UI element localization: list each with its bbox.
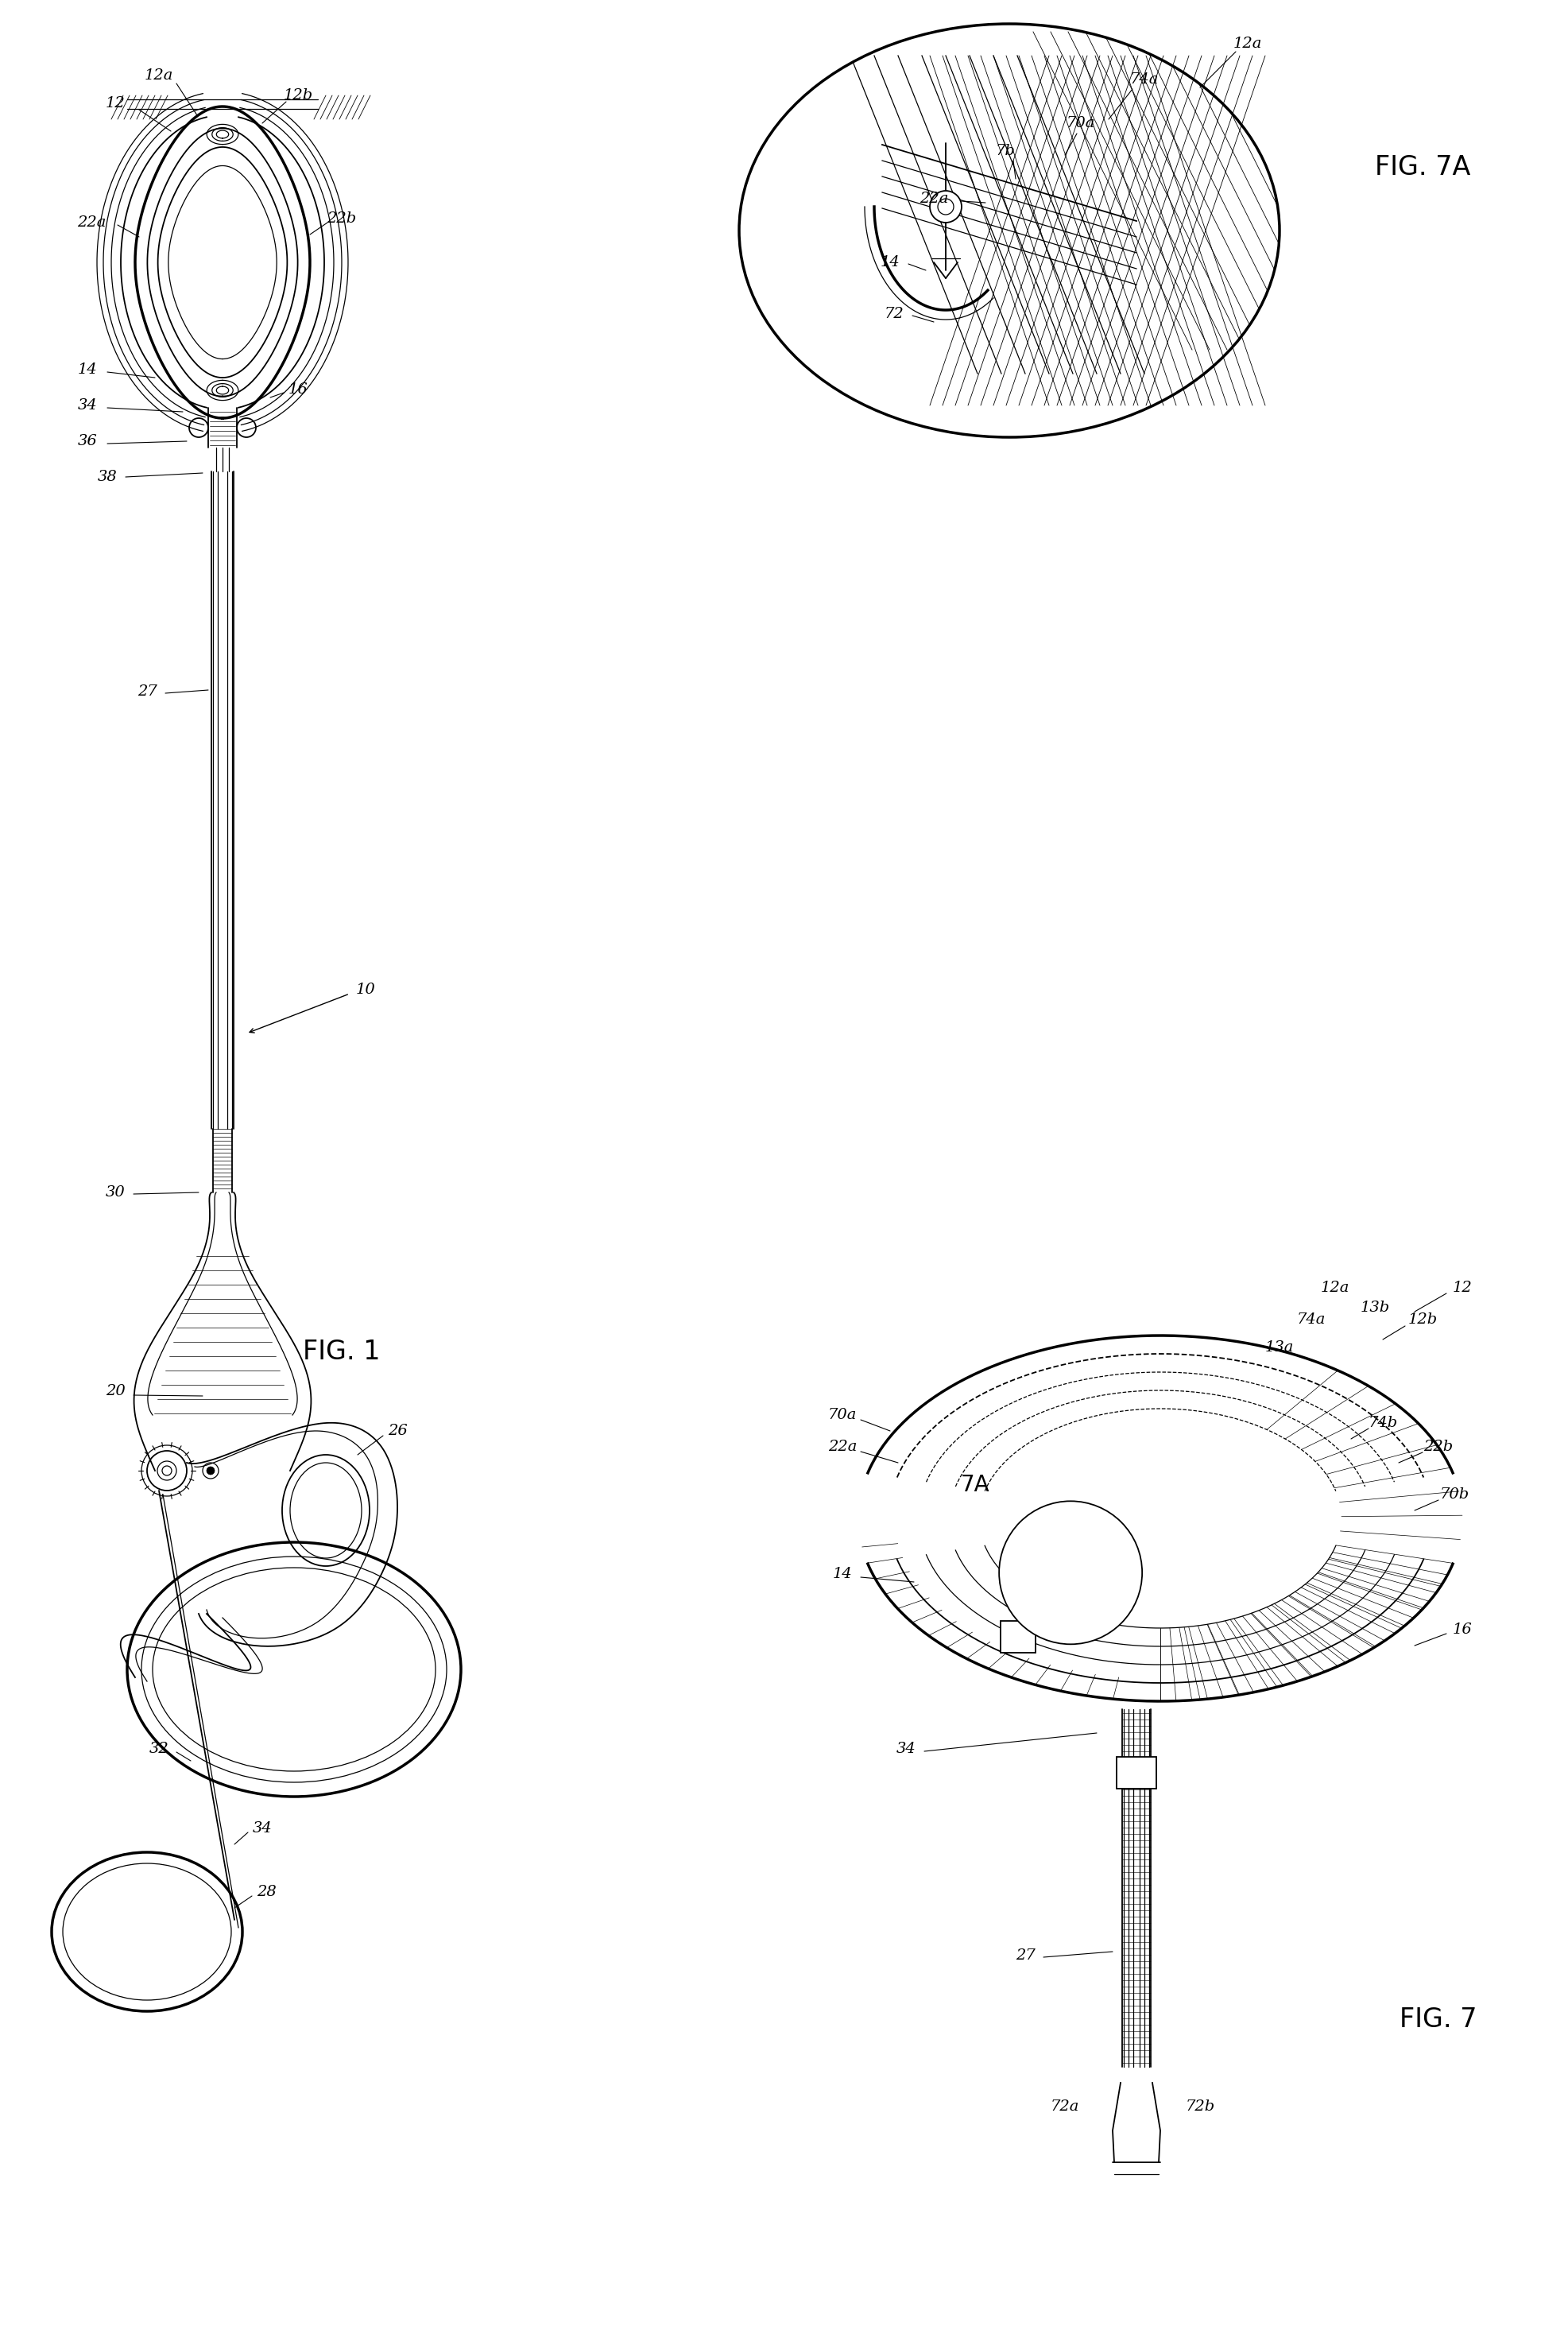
Bar [1000,1620,1036,1652]
Text: 12: 12 [105,96,125,110]
Text: 7b: 7b [996,145,1014,159]
Text: 13b: 13b [1359,1300,1389,1314]
Text: 14: 14 [880,254,900,268]
Text: 72a: 72a [1051,2101,1079,2115]
Text: 12a: 12a [1234,37,1262,51]
Text: 32: 32 [149,1741,169,1755]
Text: 30: 30 [105,1186,125,1200]
Text: 70b: 70b [1439,1487,1469,1501]
Text: 72: 72 [884,306,903,322]
Text: 36: 36 [77,434,97,448]
Text: 70a: 70a [828,1407,856,1421]
Text: 34: 34 [77,399,97,413]
Text: 22a: 22a [828,1440,856,1454]
Text: 28: 28 [257,1886,276,1900]
Text: 27: 27 [136,684,157,698]
Text: 14: 14 [833,1566,853,1580]
Text: 14: 14 [77,362,97,376]
Ellipse shape [742,26,1276,434]
Text: 34: 34 [897,1741,916,1755]
Bar [1116,1758,1156,1788]
Text: 12b: 12b [284,89,314,103]
Text: 74a: 74a [1297,1312,1327,1326]
Text: 22a: 22a [919,191,949,205]
Text: 20: 20 [105,1384,125,1398]
Text: 26: 26 [387,1424,408,1438]
Text: 22b: 22b [328,212,356,226]
Text: 12a: 12a [144,68,174,82]
Text: 34: 34 [252,1821,273,1835]
Text: 12b: 12b [1408,1312,1438,1326]
Text: 38: 38 [97,469,118,483]
Text: 13a: 13a [1265,1340,1294,1354]
Text: 22b: 22b [1424,1440,1454,1454]
Circle shape [930,191,961,222]
Circle shape [202,1463,218,1480]
Text: 74a: 74a [1131,72,1159,86]
Text: FIG. 7A: FIG. 7A [1375,154,1471,180]
Text: 22a: 22a [77,215,107,229]
Circle shape [207,1466,215,1475]
Circle shape [938,198,953,215]
Text: 72b: 72b [1185,2101,1215,2115]
Text: FIG. 7: FIG. 7 [1400,2007,1477,2033]
Text: 70a: 70a [1066,117,1096,131]
Text: 12: 12 [1452,1281,1472,1295]
Text: 16: 16 [289,383,307,397]
Text: 12a: 12a [1320,1281,1350,1295]
Circle shape [999,1501,1142,1643]
Text: 7A: 7A [961,1475,989,1496]
Text: 16: 16 [1452,1622,1472,1636]
Text: 10: 10 [356,983,375,997]
Text: 27: 27 [1016,1949,1035,1963]
Text: 74b: 74b [1367,1417,1397,1431]
Text: FIG. 1: FIG. 1 [303,1337,381,1365]
